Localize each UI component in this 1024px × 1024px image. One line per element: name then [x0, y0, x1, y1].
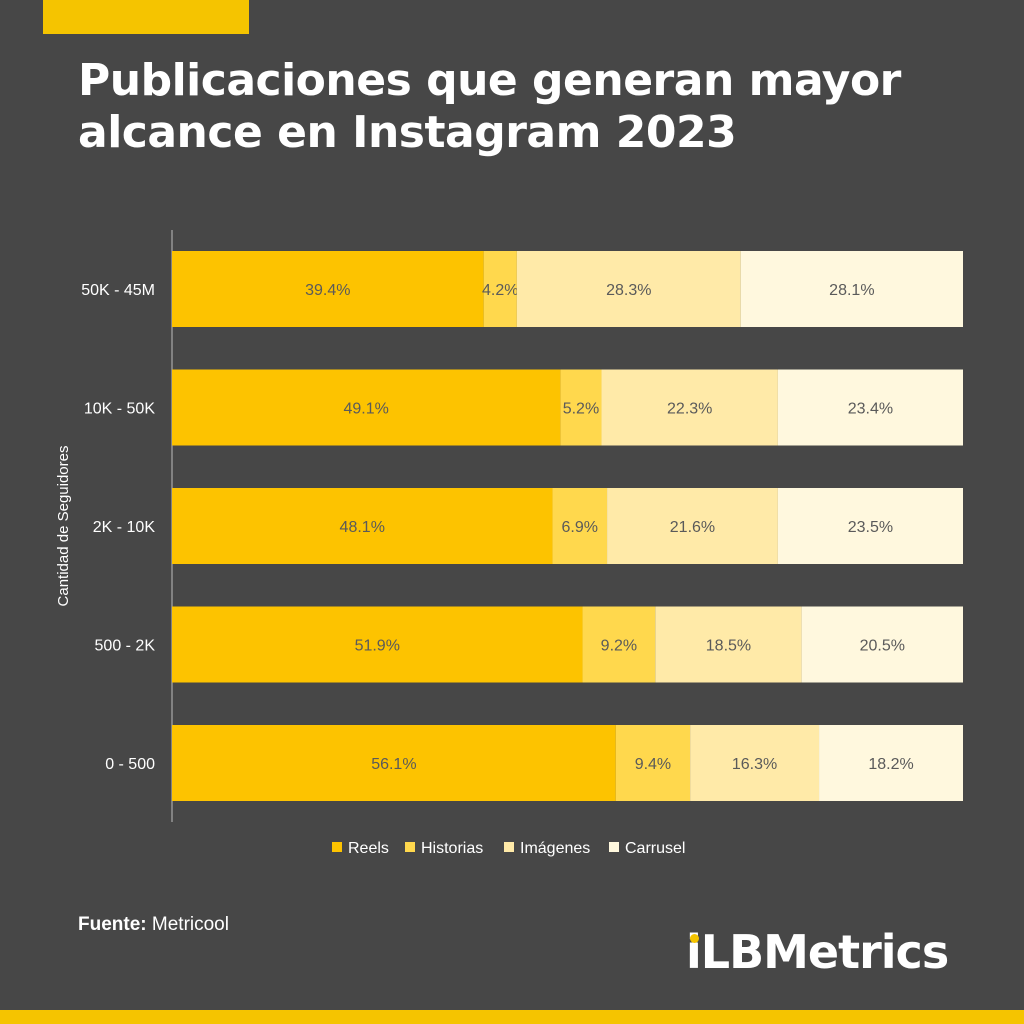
legend-label: Imágenes [520, 840, 590, 857]
top-accent-bar [43, 0, 249, 34]
data-label: 51.9% [355, 638, 400, 655]
data-label: 9.4% [635, 756, 671, 773]
bar-segment-reels [172, 251, 484, 327]
category-label: 2K - 10K [93, 519, 156, 536]
data-label: 23.4% [848, 401, 893, 418]
data-label: 18.2% [868, 756, 913, 773]
data-label: 28.3% [606, 282, 651, 299]
bar-segment-reels [172, 488, 553, 564]
legend-label: Carrusel [625, 840, 685, 857]
legend-swatch [504, 842, 514, 852]
legend-swatch [405, 842, 415, 852]
category-label: 0 - 500 [105, 756, 155, 773]
data-label: 21.6% [670, 519, 715, 536]
legend-swatch [609, 842, 619, 852]
source-note: Fuente: Metricool [78, 914, 229, 936]
bar-segment-historias [582, 606, 656, 683]
bar-segment-carrusel [819, 725, 963, 801]
bar-segment-imágenes [690, 725, 820, 801]
data-label: 22.3% [667, 401, 712, 418]
bar-segment-imágenes [516, 251, 741, 327]
source-value: Metricool [151, 914, 229, 935]
data-label: 20.5% [860, 638, 905, 655]
category-label: 10K - 50K [84, 401, 155, 418]
bar-segment-reels [172, 606, 583, 683]
bar-segment-imágenes [655, 606, 802, 683]
bar-segment-reels [172, 369, 561, 446]
category-label: 500 - 2K [95, 638, 156, 655]
data-label: 9.2% [601, 638, 637, 655]
stacked-bar-chart: Cantidad de Seguidores 50K - 45M 39.4% 4.2%… [55, 230, 963, 857]
brand-logo: iLBMetrics [686, 925, 949, 979]
legend-swatch [332, 842, 342, 852]
data-label: 28.1% [829, 282, 874, 299]
bar-segment-carrusel [777, 369, 963, 446]
chart-title: Publicaciones que generan mayor alcance … [78, 55, 978, 159]
data-label: 4.2% [482, 282, 518, 299]
category-label: 50K - 45M [81, 282, 155, 299]
source-label: Fuente: [78, 914, 147, 935]
data-label: 5.2% [563, 401, 599, 418]
bar-segment-reels [172, 725, 616, 801]
bar-segment-historias [560, 369, 602, 446]
bar-segment-carrusel [740, 251, 963, 327]
data-label: 6.9% [562, 519, 598, 536]
data-label: 56.1% [371, 756, 416, 773]
data-label: 16.3% [732, 756, 777, 773]
legend-label: Historias [421, 840, 483, 857]
y-axis-title: Cantidad de Seguidores [55, 446, 72, 607]
bar-segment-historias [615, 725, 691, 801]
data-label: 48.1% [340, 519, 385, 536]
data-label: 18.5% [706, 638, 751, 655]
data-label: 39.4% [305, 282, 350, 299]
bottom-accent-bar [0, 1010, 1024, 1024]
legend-label: Reels [348, 840, 389, 857]
title-line-2: alcance en Instagram 2023 [78, 107, 737, 158]
data-label: 23.5% [848, 519, 893, 536]
bar-segment-imágenes [601, 369, 778, 446]
data-label: 49.1% [344, 401, 389, 418]
title-line-1: Publicaciones que generan mayor [78, 55, 901, 106]
bar-segment-carrusel [777, 488, 963, 564]
bar-segment-carrusel [801, 606, 963, 683]
bar-segment-historias [483, 251, 517, 327]
bar-segment-imágenes [607, 488, 778, 564]
bar-segment-historias [552, 488, 608, 564]
logo-dot [690, 934, 699, 943]
